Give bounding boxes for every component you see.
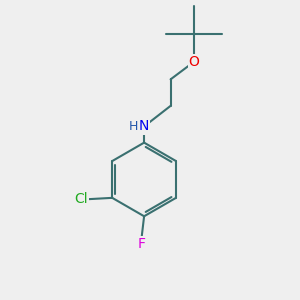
Text: N: N xyxy=(139,119,149,134)
Text: H: H xyxy=(129,120,139,133)
Text: Cl: Cl xyxy=(74,192,88,206)
Text: F: F xyxy=(137,237,145,251)
Text: O: O xyxy=(189,55,200,69)
